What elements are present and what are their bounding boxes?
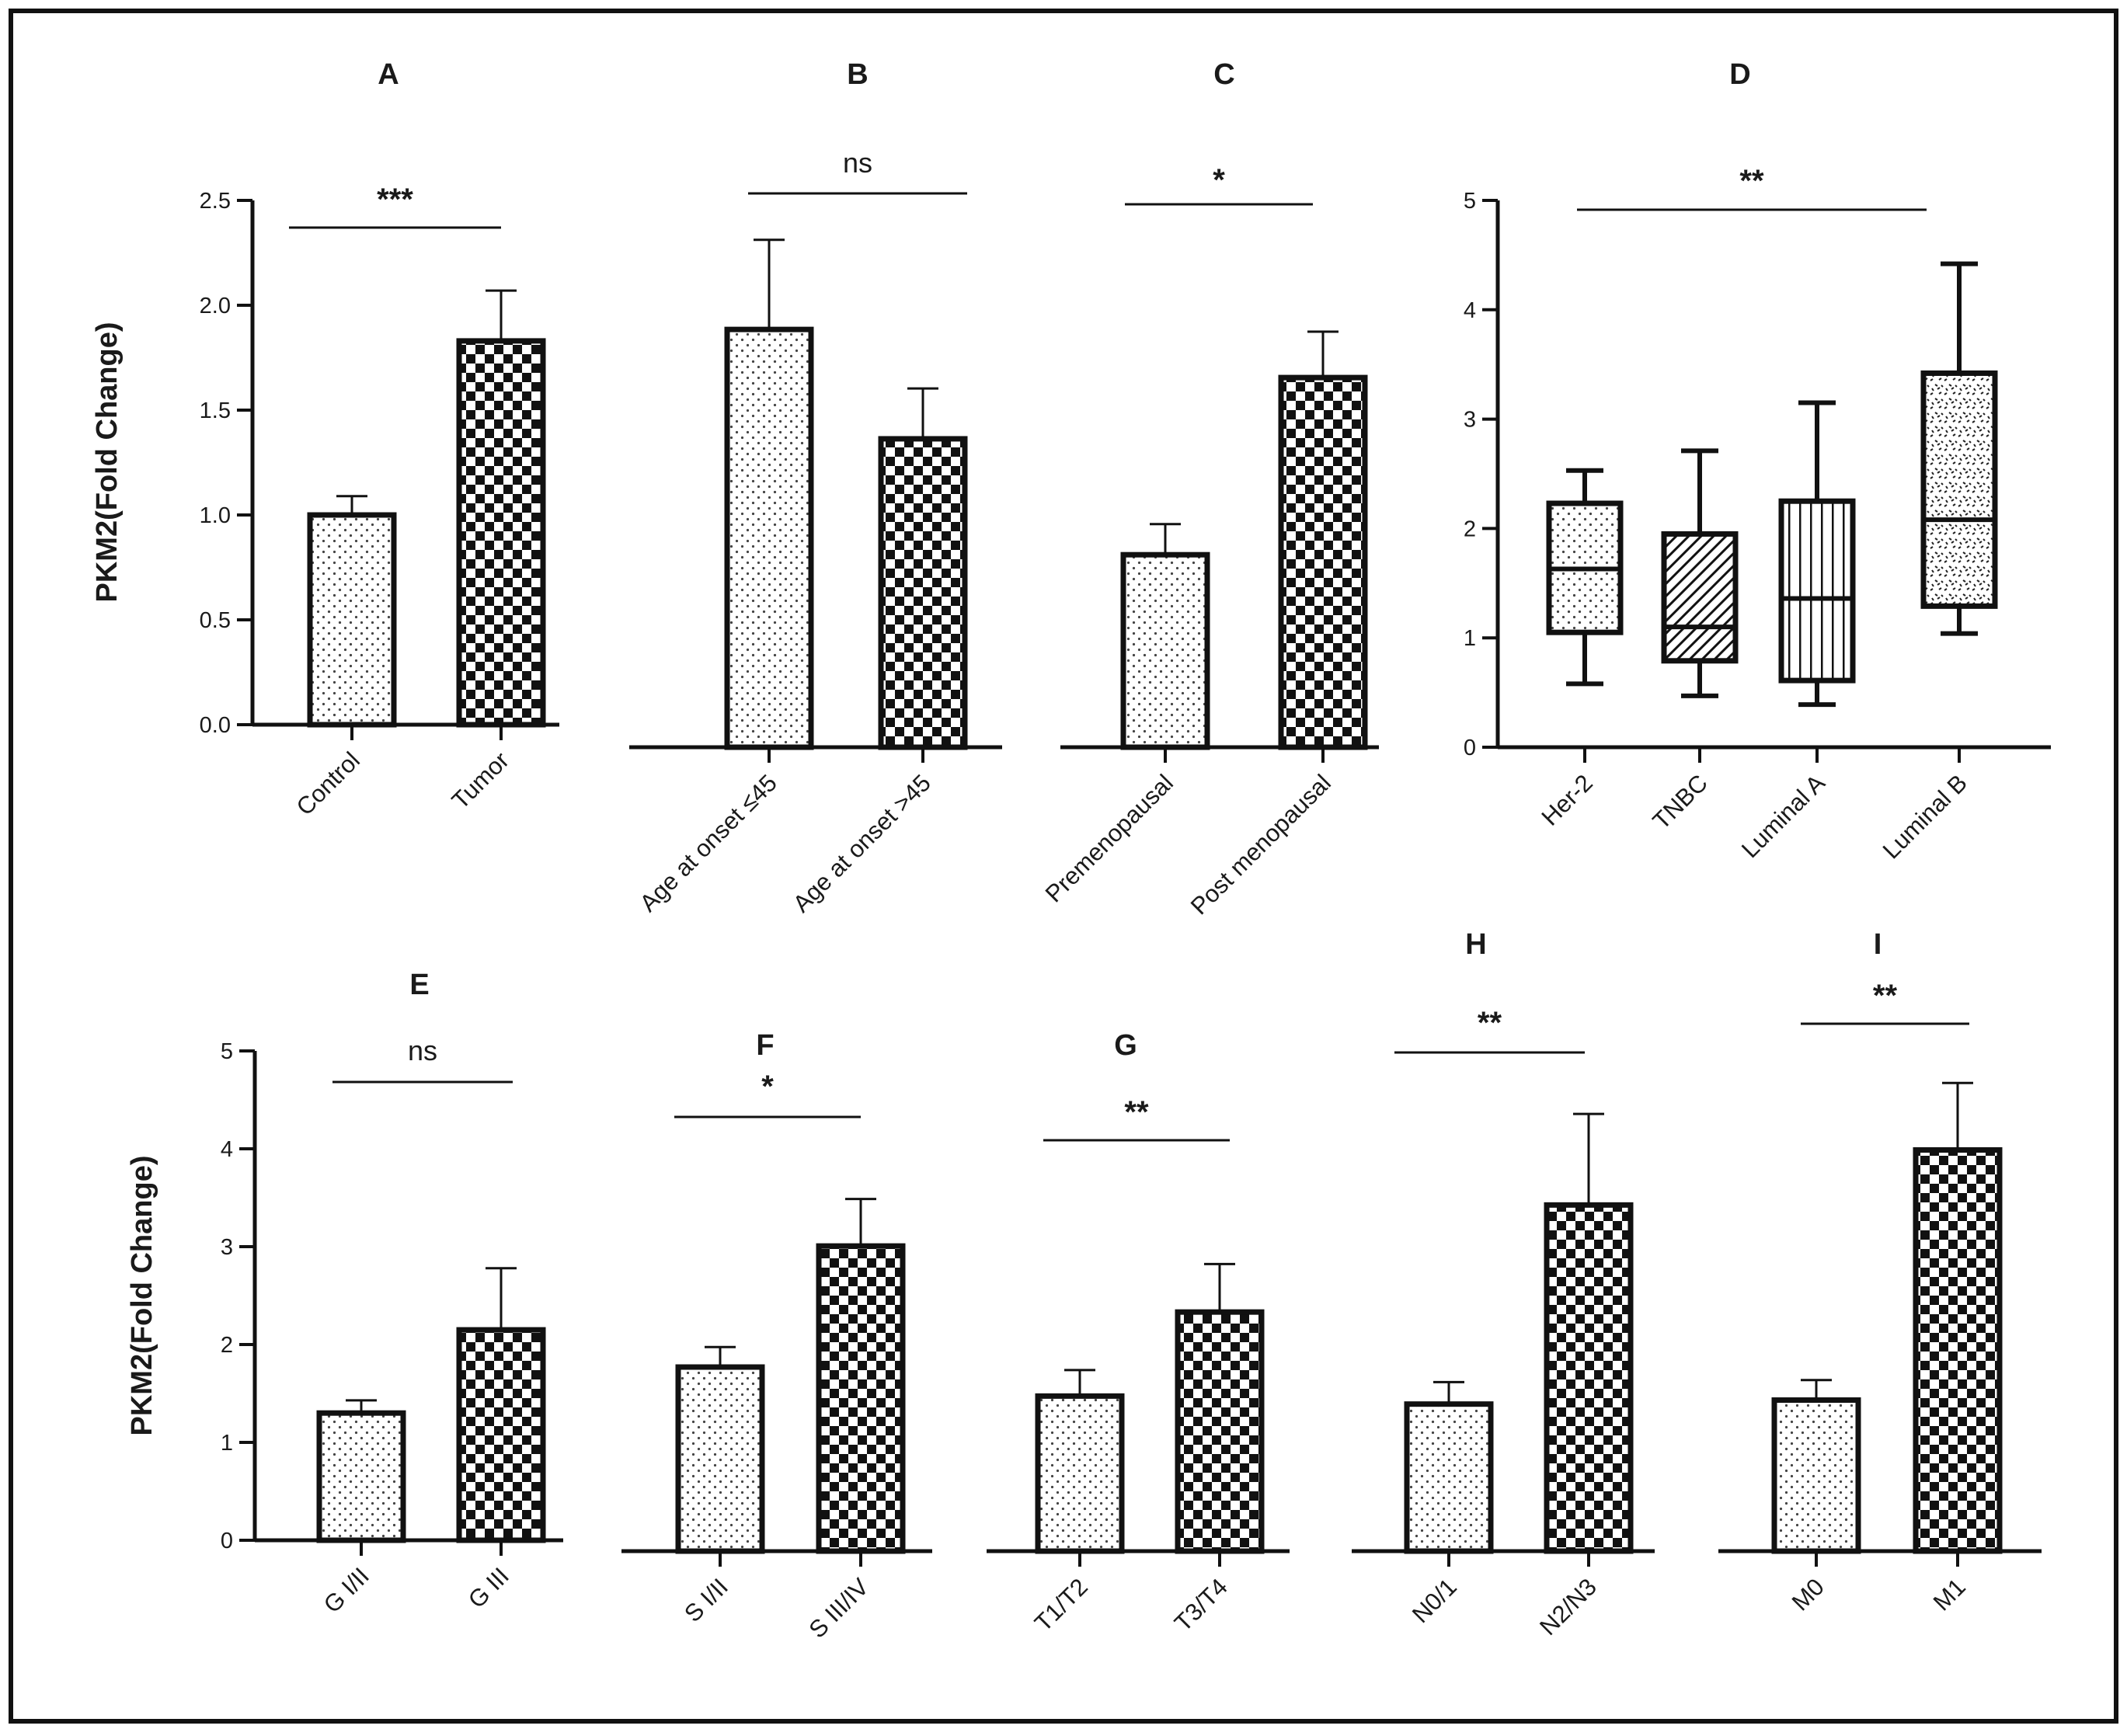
y-tick-label: 0 — [1464, 736, 1476, 760]
y-tick-label: 1 — [221, 1431, 233, 1456]
x-tick-label: Post menopausal — [1185, 769, 1336, 920]
panel-title: E — [409, 969, 429, 1001]
significance-label: ** — [1478, 1006, 1502, 1040]
bar — [307, 512, 397, 728]
significance-label: *** — [377, 183, 413, 217]
x-tick-label: Tumor — [447, 746, 514, 814]
y-tick-label: 2 — [1464, 517, 1476, 541]
bar — [675, 1364, 765, 1554]
significance-label: ** — [1124, 1095, 1149, 1129]
panel-title: F — [756, 1029, 774, 1062]
bar — [1278, 374, 1368, 750]
figure-border — [9, 9, 2118, 1724]
x-tick-label: Premenopausal — [1040, 769, 1178, 907]
bar — [1120, 551, 1210, 750]
x-tick-label: G III — [463, 1562, 514, 1613]
y-tick-label: 0 — [221, 1529, 233, 1553]
significance-label: ** — [1739, 164, 1764, 198]
y-tick-label: 3 — [1464, 408, 1476, 433]
y-tick-label: 0.0 — [200, 713, 231, 738]
y-tick-label: 1.0 — [200, 503, 231, 528]
panel-b: B Age at onset ≤45 Age at onset >45 ns — [629, 58, 1002, 917]
bar — [1035, 1393, 1125, 1554]
bar — [316, 1410, 406, 1543]
box — [1920, 370, 1998, 609]
panel-title: B — [847, 58, 868, 91]
bar — [878, 436, 968, 750]
x-tick-label: M1 — [1928, 1573, 1971, 1616]
significance-label: ns — [408, 1035, 437, 1066]
significance-label: * — [761, 1070, 774, 1104]
bar — [816, 1243, 906, 1554]
y-tick-label: 2.0 — [200, 294, 231, 318]
x-tick-label: Luminal A — [1736, 769, 1830, 863]
y-tick-label: 0.5 — [200, 608, 231, 633]
bar — [1771, 1397, 1861, 1554]
x-tick-label: TNBC — [1648, 769, 1713, 834]
panel-h: H N0/1 N2/N3 ** — [1352, 928, 1655, 1640]
y-tick-label: 2 — [221, 1333, 233, 1358]
y-tick-label: 2.5 — [200, 189, 231, 214]
significance-label: * — [1213, 163, 1225, 197]
bar — [456, 338, 546, 728]
box — [1661, 531, 1739, 664]
y-tick-label: 4 — [221, 1137, 233, 1162]
panel-title: I — [1874, 928, 1882, 961]
y-tick-label: 1.5 — [200, 398, 231, 423]
y-tick-label: 3 — [221, 1235, 233, 1260]
y-tick-label: 4 — [1464, 298, 1476, 323]
x-tick-label: Age at onset >45 — [788, 769, 936, 917]
panel-title: G — [1114, 1029, 1137, 1062]
y-tick-label: 1 — [1464, 626, 1476, 651]
box — [1778, 498, 1856, 684]
x-tick-label: M0 — [1787, 1573, 1829, 1616]
y-axis-label: PKM2(Fold Change) — [126, 1156, 158, 1436]
x-tick-label: G I/II — [319, 1562, 374, 1618]
y-tick-label: 5 — [1464, 189, 1476, 214]
y-tick-label: 5 — [221, 1039, 233, 1064]
x-tick-label: N0/1 — [1407, 1573, 1462, 1628]
panel-title: D — [1729, 58, 1750, 91]
bar — [724, 326, 814, 750]
x-tick-label: N2/N3 — [1534, 1573, 1602, 1640]
panel-a: A PKM2(Fold Change) 0.0 0.5 1.0 1.5 2.0 2.5 Cont… — [91, 58, 559, 821]
x-tick-label: S I/II — [679, 1573, 733, 1627]
x-tick-label: T1/T2 — [1029, 1573, 1093, 1637]
panel-f: F S I/II S III/IV * — [621, 1029, 932, 1644]
x-tick-label: T3/T4 — [1169, 1573, 1233, 1637]
x-tick-label: S III/IV — [803, 1573, 874, 1644]
bar — [1544, 1202, 1634, 1554]
x-tick-label: Control — [291, 746, 365, 820]
panels-layer: A PKM2(Fold Change) 0.0 0.5 1.0 1.5 2.0 2.5 Cont… — [91, 58, 2051, 1644]
panel-i: I M0 M1 ** — [1718, 928, 2042, 1616]
bar — [1175, 1309, 1265, 1554]
panel-d: D 0 1 2 3 4 5 Her-2 TNBC Luminal A Luminal B ** — [1464, 58, 2051, 864]
panel-c: C Premenopausal Post menopausal * — [1040, 58, 1379, 920]
panel-title: H — [1465, 928, 1486, 961]
panel-g: G T1/T2 T3/T4 ** — [987, 1029, 1290, 1637]
bar — [1913, 1147, 2003, 1554]
x-tick-label: Luminal B — [1878, 769, 1972, 864]
panel-title: A — [378, 58, 399, 91]
bar — [1404, 1401, 1494, 1554]
x-tick-label: Her-2 — [1536, 769, 1598, 831]
x-tick-label: Age at onset ≤45 — [635, 769, 782, 917]
significance-label: ns — [843, 147, 872, 179]
panel-title: C — [1213, 58, 1234, 91]
bar — [456, 1327, 546, 1543]
y-axis-label: PKM2(Fold Change) — [91, 322, 124, 603]
panel-e: E PKM2(Fold Change) 0 1 2 3 4 5 G I/II G III ns — [126, 969, 563, 1618]
significance-label: ** — [1873, 979, 1898, 1013]
